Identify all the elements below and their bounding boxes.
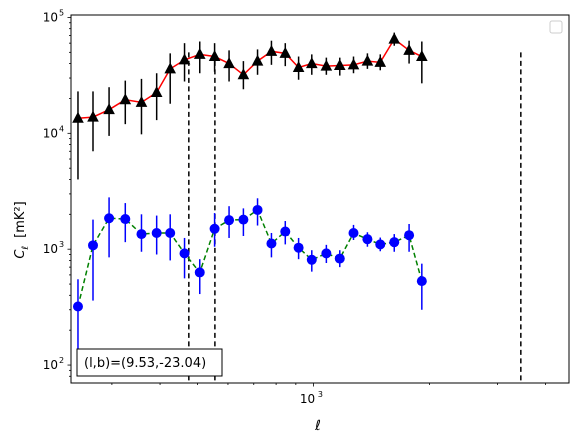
triangle-marker	[237, 68, 250, 80]
x-tick-label: 10	[300, 392, 315, 406]
circle-marker	[334, 253, 345, 264]
x-axis-label: ℓ	[314, 418, 321, 434]
y-tick-label: 10	[43, 242, 58, 256]
circle-marker	[151, 227, 162, 238]
circle-marker	[88, 240, 99, 251]
y-axis-label-symbol: C	[13, 249, 28, 259]
circle-marker	[416, 276, 427, 287]
triangle-marker	[103, 103, 115, 115]
triangle-marker	[164, 62, 177, 74]
triangle-marker	[292, 60, 305, 72]
triangle-marker	[279, 46, 292, 58]
triangle-marker	[193, 47, 206, 59]
y-tick-label-exponent: 4	[59, 124, 64, 133]
circle-marker	[321, 248, 332, 259]
circle-marker	[224, 215, 235, 226]
triangle-marker	[72, 111, 84, 123]
triangle-marker	[251, 54, 264, 66]
circle-marker	[266, 238, 277, 249]
x-axis-ticks: 10 3	[111, 383, 546, 406]
annotation-box: (l,b)=(9.53,-23.04)	[76, 348, 223, 377]
y-axis-label: Cℓ [mK²]	[13, 201, 31, 258]
y-tick-label-exponent: 5	[59, 8, 64, 17]
circle-marker	[238, 214, 249, 225]
circle-marker	[72, 301, 83, 312]
circle-marker	[120, 214, 131, 225]
annotation-text: (l,b)=(9.53,-23.04)	[84, 356, 206, 371]
circle-marker	[179, 248, 190, 259]
triangle-marker	[347, 58, 360, 70]
legend-box	[549, 20, 563, 34]
circle-marker	[252, 204, 263, 215]
circle-marker	[306, 254, 317, 265]
data-markers	[72, 32, 428, 312]
circle-marker	[209, 223, 220, 234]
triangle-marker	[87, 110, 99, 122]
triangle-marker	[208, 50, 221, 62]
triangle-marker	[403, 43, 415, 55]
circle-marker	[404, 230, 415, 241]
plot-area	[71, 15, 569, 383]
circle-marker	[293, 242, 304, 253]
triangle-marker	[305, 57, 318, 69]
circle-marker	[136, 229, 147, 240]
triangle-marker	[223, 57, 235, 69]
circle-marker	[104, 213, 115, 224]
circle-marker	[362, 234, 373, 245]
triangle-marker	[265, 44, 278, 56]
triangle-marker	[178, 53, 191, 65]
triangle-marker	[150, 86, 163, 98]
triangle-marker	[416, 50, 428, 62]
y-axis-label-subscript: ℓ	[21, 246, 31, 251]
svg-text:Cℓ[mK²]: Cℓ [mK²]	[13, 201, 31, 258]
triangle-marker	[320, 59, 333, 71]
y-tick-label: 10	[43, 126, 58, 140]
x-tick-label-exponent: 3	[318, 390, 323, 399]
circle-marker	[280, 226, 291, 237]
triangle-marker	[333, 58, 346, 70]
triangle-marker	[119, 93, 132, 105]
y-tick-label: 10	[43, 10, 58, 24]
plot-frame	[70, 14, 570, 384]
triangle-marker	[388, 32, 401, 44]
circle-marker	[348, 227, 359, 238]
triangle-marker	[135, 95, 148, 107]
circle-marker	[165, 227, 176, 238]
triangle-marker	[361, 54, 374, 66]
triangle-marker	[374, 55, 387, 67]
y-tick-label-exponent: 2	[59, 356, 64, 365]
y-axis-label-unit: [mK²]	[13, 201, 28, 238]
circle-marker	[375, 239, 386, 250]
circle-marker	[194, 267, 205, 278]
circle-marker	[389, 237, 400, 248]
y-tick-label-exponent: 3	[59, 240, 64, 249]
y-tick-label: 10	[43, 358, 58, 372]
